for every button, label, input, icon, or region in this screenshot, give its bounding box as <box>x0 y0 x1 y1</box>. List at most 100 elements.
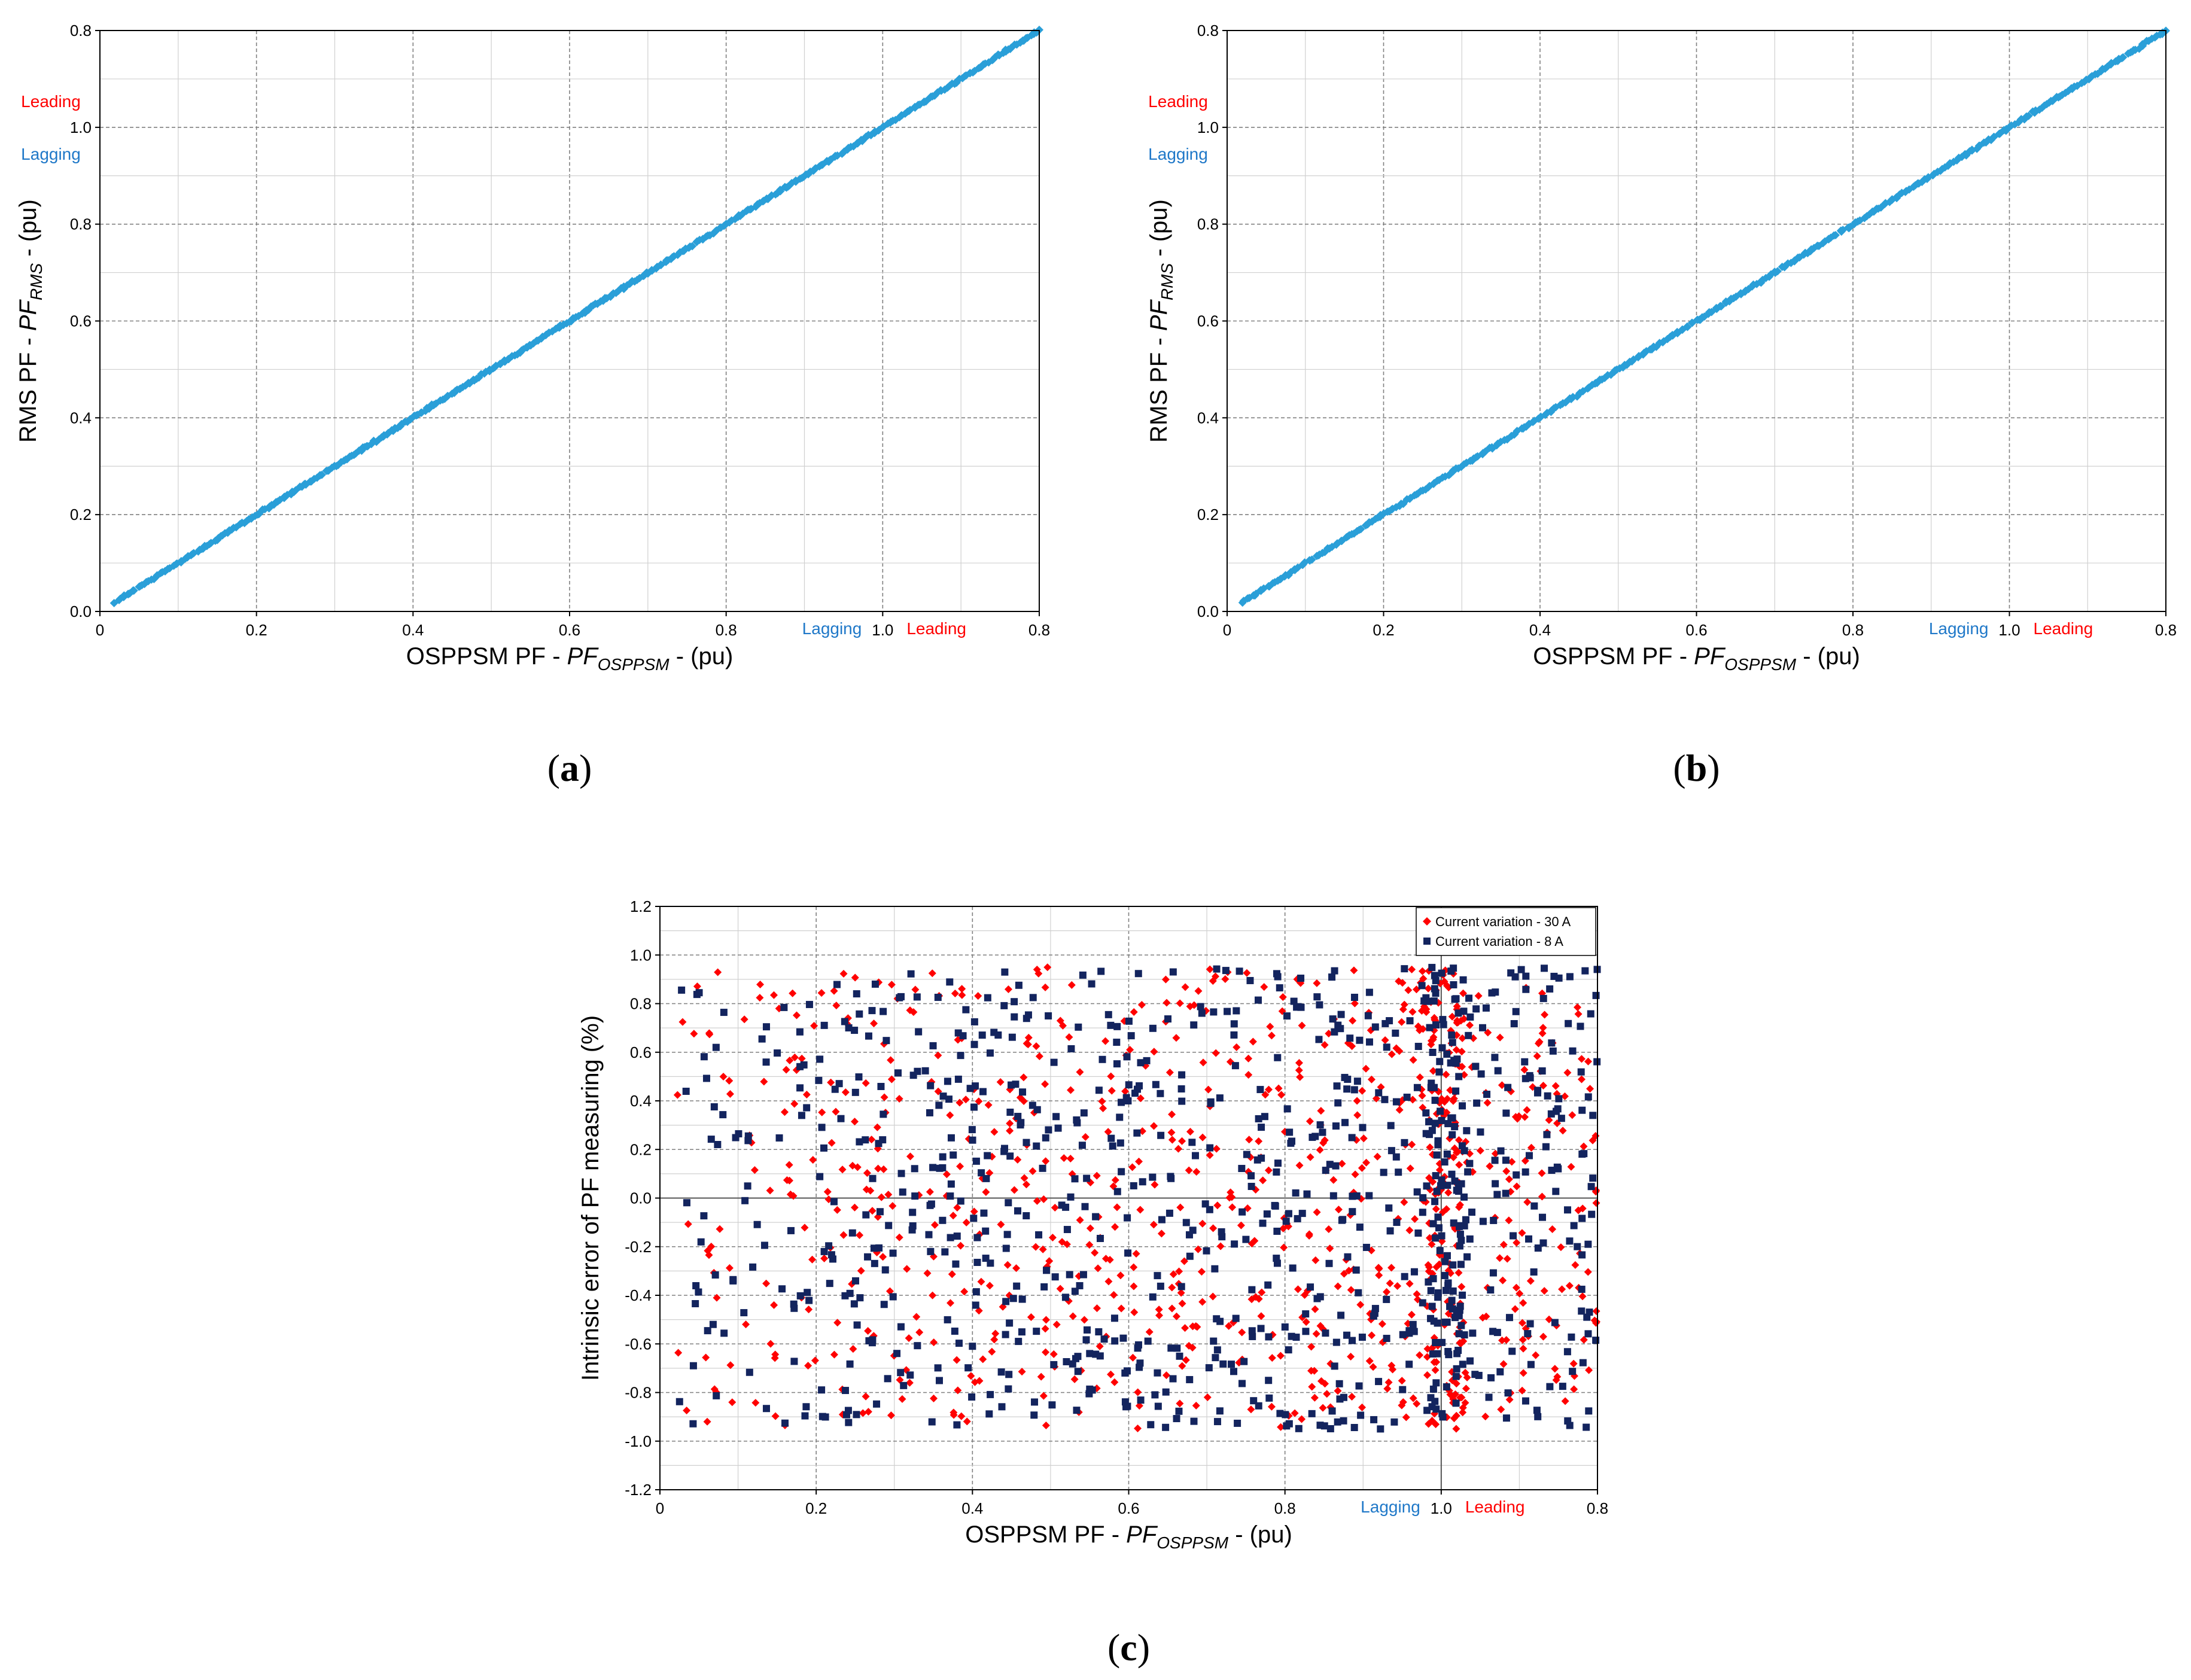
chart-a-y-tick-label: 0.8 <box>70 22 92 39</box>
chart-c-point-series-1 <box>1408 1095 1417 1104</box>
chart-c-point-series-2 <box>1167 1174 1175 1182</box>
chart-c-point-series-2 <box>1413 1084 1421 1091</box>
chart-c-point-series-2 <box>1080 1109 1088 1117</box>
chart-c-point-series-2 <box>1149 1293 1157 1301</box>
chart-c-point-series-1 <box>1212 1145 1221 1153</box>
chart-c-point-series-2 <box>1131 1089 1139 1097</box>
chart-c-point-series-1 <box>683 1407 691 1415</box>
chart-c-point-series-2 <box>1000 1002 1008 1009</box>
chart-c-point-series-1 <box>839 1231 848 1239</box>
chart-c-point-series-2 <box>821 1413 829 1421</box>
chart-c-point-series-2 <box>1274 1159 1282 1167</box>
chart-c-point-series-1 <box>1513 1238 1521 1247</box>
chart-c-point-series-2 <box>1211 1265 1219 1273</box>
chart-a-point-series-1 <box>302 480 311 489</box>
chart-c-point-series-2 <box>1465 1031 1472 1039</box>
chart-c-point-series-1 <box>1096 1342 1104 1350</box>
chart-c-point-series-2 <box>1157 1282 1164 1290</box>
chart-c-point-series-2 <box>692 1300 699 1308</box>
chart-c-point-series-2 <box>1452 995 1460 1003</box>
chart-c-point-series-1 <box>1551 1082 1560 1090</box>
chart-c-point-series-2 <box>869 1174 877 1182</box>
chart-c-point-series-2 <box>1222 967 1230 975</box>
chart-c-point-series-1 <box>1150 1122 1158 1130</box>
chart-c-point-series-2 <box>695 1288 702 1296</box>
chart-c-point-series-2 <box>1107 1134 1115 1142</box>
chart-c-point-series-2 <box>1005 1371 1013 1378</box>
chart-c-point-series-1 <box>930 1338 938 1347</box>
chart-c-point-series-2 <box>841 1292 849 1299</box>
chart-c-point-series-1 <box>962 1218 970 1226</box>
chart-c-point-series-2 <box>1533 1407 1541 1414</box>
chart-a-x-leading-label: Leading <box>906 619 966 638</box>
chart-c-point-series-2 <box>846 1360 854 1368</box>
chart-c-point-series-1 <box>1168 1283 1176 1292</box>
chart-a-x-tick-label: 0.8 <box>1028 621 1050 639</box>
chart-c-point-series-2 <box>1048 1401 1056 1409</box>
chart-c-point-series-2 <box>1307 1283 1314 1291</box>
chart-a-y-tick-label: 0.2 <box>70 506 92 524</box>
chart-c-point-series-2 <box>1346 1034 1354 1042</box>
chart-c-y-tick-label: -0.4 <box>625 1286 652 1304</box>
chart-c-point-series-1 <box>1404 986 1413 994</box>
chart-c-point-series-2 <box>1584 1240 1592 1248</box>
chart-c-point-series-2 <box>1463 1127 1471 1134</box>
chart-c-point-series-2 <box>801 1412 809 1420</box>
chart-c-point-series-1 <box>1590 1316 1599 1325</box>
chart-c-point-series-1 <box>1212 1049 1220 1057</box>
chart-c-point-series-2 <box>1521 1168 1529 1176</box>
chart-c-point-series-1 <box>848 1161 857 1170</box>
chart-c-point-series-2 <box>1521 1075 1529 1082</box>
chart-c-point-series-2 <box>1431 1119 1439 1127</box>
chart-c-point-series-2 <box>1238 1208 1246 1216</box>
chart-c-point-series-1 <box>1353 1111 1362 1119</box>
chart-c-point-series-1 <box>958 985 966 993</box>
chart-c-point-series-2 <box>744 1137 752 1145</box>
chart-c-point-series-2 <box>1542 1143 1550 1151</box>
chart-c-point-series-2 <box>1574 1243 1581 1250</box>
chart-c-point-series-2 <box>864 1253 872 1261</box>
chart-c-point-series-2 <box>1522 972 1530 980</box>
chart-c-point-series-2 <box>951 1327 958 1335</box>
chart-c-point-series-1 <box>1558 1285 1566 1294</box>
chart-c-point-series-2 <box>1288 1332 1295 1340</box>
chart-c-point-series-2 <box>1281 1323 1289 1331</box>
chart-c-point-series-2 <box>1167 1344 1175 1352</box>
chart-c-point-series-1 <box>1267 1402 1276 1411</box>
chart-c-point-series-1 <box>1178 1137 1186 1145</box>
chart-c-point-series-1 <box>1045 1257 1054 1265</box>
chart-c-point-series-2 <box>1589 1112 1597 1119</box>
chart-c-point-series-1 <box>770 1301 778 1309</box>
chart-c-point-series-1 <box>684 1220 692 1228</box>
chart-c-point-series-2 <box>954 1075 962 1083</box>
chart-c-point-series-1 <box>704 1246 712 1255</box>
chart-c-point-series-1 <box>1446 1390 1454 1399</box>
chart-c-point-series-1 <box>1523 1106 1531 1114</box>
chart-b-ticks: 0 0.2 0.4 0.6 0.8 1.0 0.8 0.0 0.2 0.4 0.6 0.8 1.0 0.8 <box>1197 22 2177 639</box>
chart-c-point-series-1 <box>1444 1188 1453 1197</box>
chart-c-point-series-2 <box>1054 1124 1062 1132</box>
chart-c-point-series-2 <box>1061 1294 1069 1301</box>
chart-c-point-series-1 <box>1249 1037 1257 1046</box>
chart-c-point-series-2 <box>1592 1337 1600 1344</box>
chart-c-point-series-1 <box>942 1170 951 1179</box>
chart-c-point-series-2 <box>1216 1407 1224 1415</box>
chart-c-point-series-2 <box>1104 1011 1112 1018</box>
chart-c-point-series-2 <box>710 1103 718 1110</box>
chart-c-point-series-1 <box>1502 1167 1511 1176</box>
chart-c-point-series-2 <box>1475 1371 1483 1379</box>
chart-c-y-tick-label: -0.2 <box>625 1238 652 1256</box>
chart-c-point-series-1 <box>1244 1071 1253 1079</box>
chart-c-point-series-2 <box>1449 1287 1457 1295</box>
chart-c-point-series-1 <box>1569 1359 1578 1368</box>
chart-c-point-series-2 <box>1365 988 1373 996</box>
chart-c-point-series-2 <box>1583 1423 1590 1431</box>
chart-c-point-series-2 <box>1489 1269 1497 1277</box>
chart-c-point-series-2 <box>1322 1329 1329 1337</box>
chart-c-point-series-1 <box>830 987 838 995</box>
chart-c-point-series-2 <box>1438 969 1446 977</box>
chart-c-point-series-2 <box>1530 1202 1538 1210</box>
chart-c-point-series-1 <box>934 1051 942 1060</box>
chart-c-point-series-2 <box>972 1288 980 1296</box>
